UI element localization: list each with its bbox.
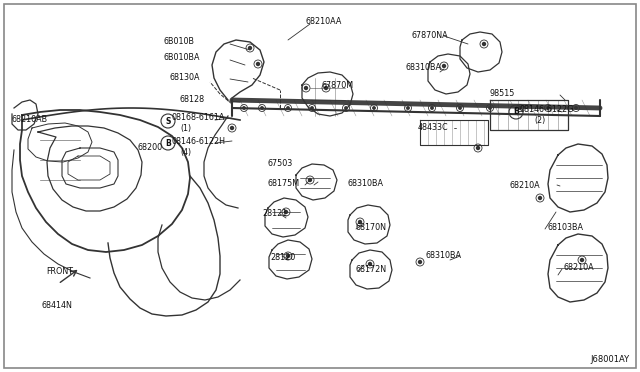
- Text: 68175M: 68175M: [268, 179, 300, 187]
- Circle shape: [419, 260, 422, 263]
- Circle shape: [285, 211, 287, 214]
- Circle shape: [308, 179, 312, 182]
- Circle shape: [459, 107, 461, 109]
- Text: 68310BA: 68310BA: [405, 64, 441, 73]
- Circle shape: [358, 221, 362, 224]
- Text: (1): (1): [180, 124, 191, 132]
- Text: 28121: 28121: [262, 208, 287, 218]
- Text: 68210AB: 68210AB: [12, 115, 48, 125]
- Text: 98515: 98515: [490, 89, 515, 97]
- Circle shape: [407, 107, 409, 109]
- Text: B: B: [165, 138, 171, 148]
- Circle shape: [483, 42, 486, 45]
- Text: 68210A: 68210A: [564, 263, 595, 273]
- Text: 6B010BA: 6B010BA: [163, 54, 200, 62]
- Circle shape: [345, 107, 347, 109]
- Circle shape: [261, 107, 263, 109]
- Text: J68001AY: J68001AY: [591, 355, 630, 364]
- Circle shape: [369, 263, 371, 266]
- Text: 68170N: 68170N: [355, 224, 386, 232]
- Circle shape: [372, 107, 375, 109]
- Circle shape: [257, 62, 259, 65]
- Text: 68128: 68128: [180, 96, 205, 105]
- Circle shape: [580, 259, 584, 262]
- Text: 28120: 28120: [270, 253, 295, 263]
- Circle shape: [243, 107, 245, 109]
- Text: FRONT: FRONT: [46, 267, 73, 276]
- Circle shape: [519, 107, 521, 109]
- Text: 68310BA: 68310BA: [425, 250, 461, 260]
- Text: 68172N: 68172N: [356, 266, 387, 275]
- Circle shape: [477, 147, 479, 150]
- Text: 08146-6122H: 08146-6122H: [172, 138, 226, 147]
- Circle shape: [547, 107, 549, 109]
- Circle shape: [287, 107, 289, 109]
- Text: 67503: 67503: [268, 158, 293, 167]
- Circle shape: [248, 46, 252, 49]
- Circle shape: [324, 87, 328, 90]
- Text: 68414N: 68414N: [42, 301, 73, 311]
- Text: 68103BA: 68103BA: [548, 224, 584, 232]
- Circle shape: [305, 87, 307, 90]
- Circle shape: [538, 196, 541, 199]
- Text: 68310BA: 68310BA: [348, 179, 384, 187]
- Circle shape: [230, 126, 234, 129]
- Text: 08146-6122G: 08146-6122G: [520, 106, 574, 115]
- Text: (2): (2): [534, 115, 545, 125]
- Text: 67870M: 67870M: [322, 80, 354, 90]
- Circle shape: [431, 107, 433, 109]
- Circle shape: [575, 107, 577, 109]
- Circle shape: [489, 107, 492, 109]
- Text: 08168-6161A: 08168-6161A: [172, 113, 225, 122]
- Text: 68210AA: 68210AA: [305, 17, 341, 26]
- Circle shape: [287, 254, 289, 257]
- Text: 6B010B: 6B010B: [164, 38, 195, 46]
- Circle shape: [442, 64, 445, 67]
- Text: B: B: [513, 108, 519, 116]
- Text: 68210A: 68210A: [510, 180, 541, 189]
- Text: S: S: [165, 116, 171, 125]
- Text: 48433C: 48433C: [418, 124, 449, 132]
- Text: 68200: 68200: [138, 142, 163, 151]
- Circle shape: [311, 107, 313, 109]
- Text: (4): (4): [180, 148, 191, 157]
- Text: 68130A: 68130A: [170, 74, 200, 83]
- Text: 67870NA: 67870NA: [412, 31, 449, 39]
